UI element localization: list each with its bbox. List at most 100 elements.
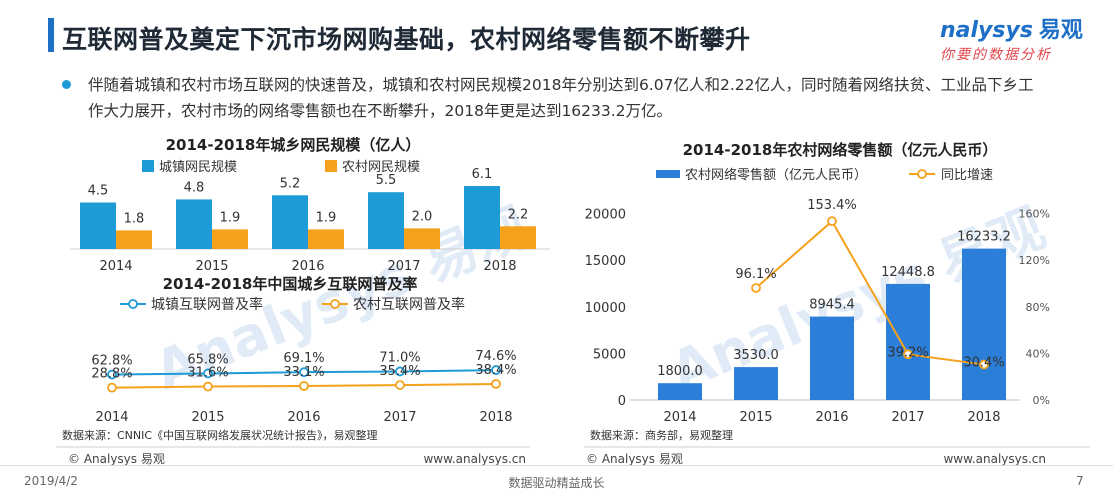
bullet-dot	[62, 80, 71, 89]
data-label: 28.8%	[91, 367, 132, 382]
data-label: 16233.2	[957, 230, 1011, 245]
series-line	[755, 219, 985, 366]
x-tick-label: 2017	[387, 259, 420, 274]
data-label: 3530.0	[733, 348, 779, 363]
x-tick-label: 2017	[891, 410, 924, 425]
footer-divider	[0, 465, 1113, 466]
x-tick-label: 2015	[191, 410, 224, 425]
y-tick-label: 0	[618, 394, 626, 409]
y-tick-label: 15000	[585, 254, 626, 269]
page-title: 互联网普及奠定下沉市场网购基础，农村网络零售额不断攀升	[62, 25, 751, 54]
legend-swatch	[325, 160, 337, 172]
right-chart-panel: Analysys 易观 2014-2018年农村网络零售额（亿元人民币） 农村网…	[584, 141, 1090, 466]
data-point	[491, 365, 501, 375]
data-label: 2.2	[508, 207, 529, 222]
legend-label: 农村网络零售额（亿元人民币）	[685, 167, 867, 183]
bar	[658, 383, 702, 400]
y2-tick-label: 0%	[1033, 394, 1050, 407]
footer-date: 2019/4/2	[24, 474, 78, 488]
data-point	[491, 379, 501, 389]
bar	[272, 195, 308, 249]
x-tick-label: 2014	[663, 410, 696, 425]
users-bars: 4.5 1.8 2014 4.8 1.9 2015 5.2 1.9 2016 5.5 2.0 2017…	[70, 167, 550, 274]
bar	[80, 202, 116, 249]
x-tick-label: 2015	[739, 410, 772, 425]
analysys-logo: nalysys 易观 你要的数据分析	[940, 12, 1100, 63]
legend-marker	[917, 169, 927, 179]
penetration-lines: 62.8% 65.8% 69.1% 71.0% 74.6% 28.8% 31.6% 33.1%…	[91, 349, 516, 425]
data-point	[903, 349, 913, 360]
data-label: 62.8%	[91, 354, 132, 369]
left-source-text: 数据来源：CNNIC《中国互联网络发展状况统计报告》，易观整理	[62, 428, 378, 442]
data-label: 96.1%	[735, 267, 776, 282]
retail-chart-title: 2014-2018年农村网络零售额（亿元人民币）	[683, 141, 998, 159]
data-label: 31.6%	[187, 366, 228, 381]
data-label: 4.8	[184, 180, 205, 195]
y-tick-label: 10000	[585, 301, 626, 316]
data-label: 30.4%	[963, 356, 1004, 371]
logo-cn: 易观	[1038, 18, 1083, 43]
data-label: 4.5	[88, 184, 109, 199]
data-point	[751, 283, 761, 293]
x-tick-label: 2014	[95, 410, 128, 425]
x-tick-label: 2018	[967, 410, 1000, 425]
bar	[404, 228, 440, 249]
data-label: 2.0	[412, 209, 433, 224]
bar	[810, 316, 854, 400]
data-point	[107, 369, 117, 380]
logo-tagline: 你要的数据分析	[940, 47, 1052, 63]
y-tick-label: 20000	[585, 208, 626, 223]
retail-growth-line: 96.1% 153.4% 39.2% 30.4%	[735, 198, 1004, 370]
data-label: 38.4%	[475, 363, 516, 378]
data-point	[107, 382, 117, 393]
x-tick-label: 2016	[291, 259, 324, 274]
data-point	[203, 368, 213, 379]
data-label: 33.1%	[283, 365, 324, 380]
legend-swatch	[656, 170, 680, 178]
legend-label: 城镇互联网普及率	[151, 296, 263, 313]
data-label: 8945.4	[809, 298, 855, 313]
bar	[176, 199, 212, 249]
legend-label: 同比增速	[941, 168, 993, 183]
bar	[500, 226, 536, 249]
bar	[368, 192, 404, 249]
right-copyright: © Analysys 易观	[586, 452, 683, 466]
bar	[212, 229, 248, 249]
left-copyright: © Analysys 易观	[68, 452, 165, 466]
data-point	[203, 381, 213, 392]
legend-swatch	[142, 160, 154, 172]
data-label: 69.1%	[283, 351, 324, 366]
legend-label: 农村网民规模	[342, 160, 420, 175]
bar	[308, 229, 344, 249]
legend-marker	[128, 299, 138, 309]
users-legend: 城镇网民规模 农村网民规模	[142, 160, 420, 175]
page-number: 7	[1076, 474, 1084, 488]
users-chart-title: 2014-2018年城乡网民规模（亿人）	[166, 136, 421, 154]
x-tick-label: 2017	[383, 410, 416, 425]
intro-paragraph: 伴随着城镇和农村市场互联网的快速普及，城镇和农村网民规模2018年分别达到6.0…	[88, 76, 1034, 120]
data-label: 1.9	[220, 210, 241, 225]
title-accent-bar	[48, 18, 54, 52]
data-point	[827, 216, 837, 227]
data-point	[395, 380, 405, 390]
data-point	[395, 366, 405, 377]
right-source-text: 数据来源：商务部，易观整理	[590, 428, 733, 442]
bar	[962, 248, 1006, 400]
y-tick-label: 5000	[593, 347, 626, 362]
legend-label: 农村互联网普及率	[353, 296, 465, 313]
data-label: 1.9	[316, 210, 337, 225]
legend-label: 城镇网民规模	[159, 160, 237, 175]
data-label: 35.4%	[379, 364, 420, 379]
data-label: 12448.8	[881, 265, 935, 280]
footer-slogan: 数据驱动精益成长	[508, 476, 605, 490]
y2-tick-label: 80%	[1026, 301, 1050, 314]
legend-marker	[330, 299, 340, 309]
x-tick-label: 2015	[195, 259, 228, 274]
x-tick-label: 2014	[99, 259, 132, 274]
data-label: 39.2%	[887, 345, 928, 360]
data-point	[979, 359, 989, 370]
x-tick-label: 2016	[287, 410, 320, 425]
right-url: www.analysys.cn	[943, 452, 1046, 466]
retail-bars: 1800.0 2014 3530.0 2015 8945.4 2016 12448.8 201…	[657, 230, 1011, 425]
x-tick-label: 2018	[479, 410, 512, 425]
